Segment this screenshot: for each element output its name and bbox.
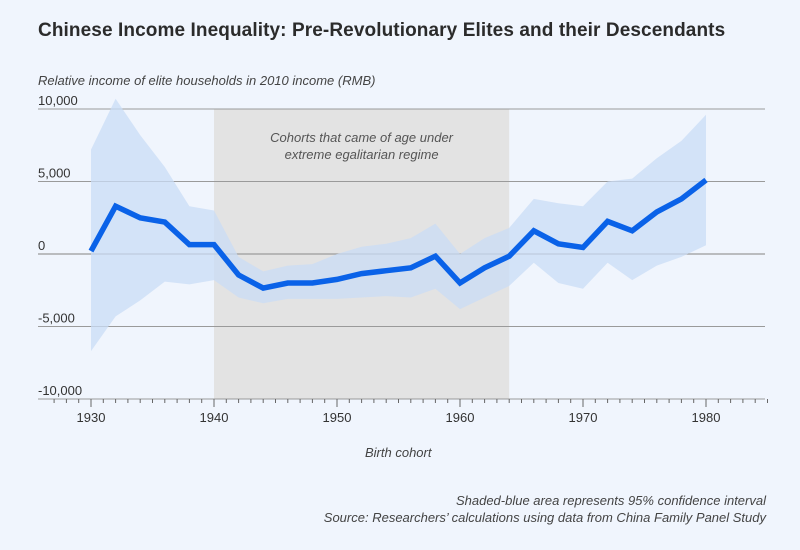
x-tick-label: 1980 <box>692 410 721 425</box>
confidence-note: Shaded-blue area represents 95% confiden… <box>455 493 766 508</box>
x-tick-label: 1960 <box>446 410 475 425</box>
confidence-band <box>91 98 706 352</box>
x-tick-label: 1950 <box>323 410 352 425</box>
y-tick-label: 10,000 <box>38 93 78 108</box>
source-note: Source: Researchers’ calculations using … <box>323 510 766 525</box>
y-axis-label: Relative income of elite households in 2… <box>38 73 376 88</box>
x-tick-label: 1940 <box>200 410 229 425</box>
shading-annotation-line2: extreme egalitarian regime <box>285 147 439 162</box>
y-tick-label: 5,000 <box>38 166 71 181</box>
chart-title: Chinese Income Inequality: Pre-Revolutio… <box>38 20 726 41</box>
income-line <box>88 177 708 291</box>
x-tick-label: 1930 <box>77 410 106 425</box>
y-tick-label: 0 <box>38 238 45 253</box>
y-tick-label: -10,000 <box>38 383 82 398</box>
shading-annotation-line1: Cohorts that came of age under <box>270 130 454 145</box>
y-tick-label: -5,000 <box>38 311 75 326</box>
x-tick-label: 1970 <box>569 410 598 425</box>
x-axis-label: Birth cohort <box>365 445 432 460</box>
